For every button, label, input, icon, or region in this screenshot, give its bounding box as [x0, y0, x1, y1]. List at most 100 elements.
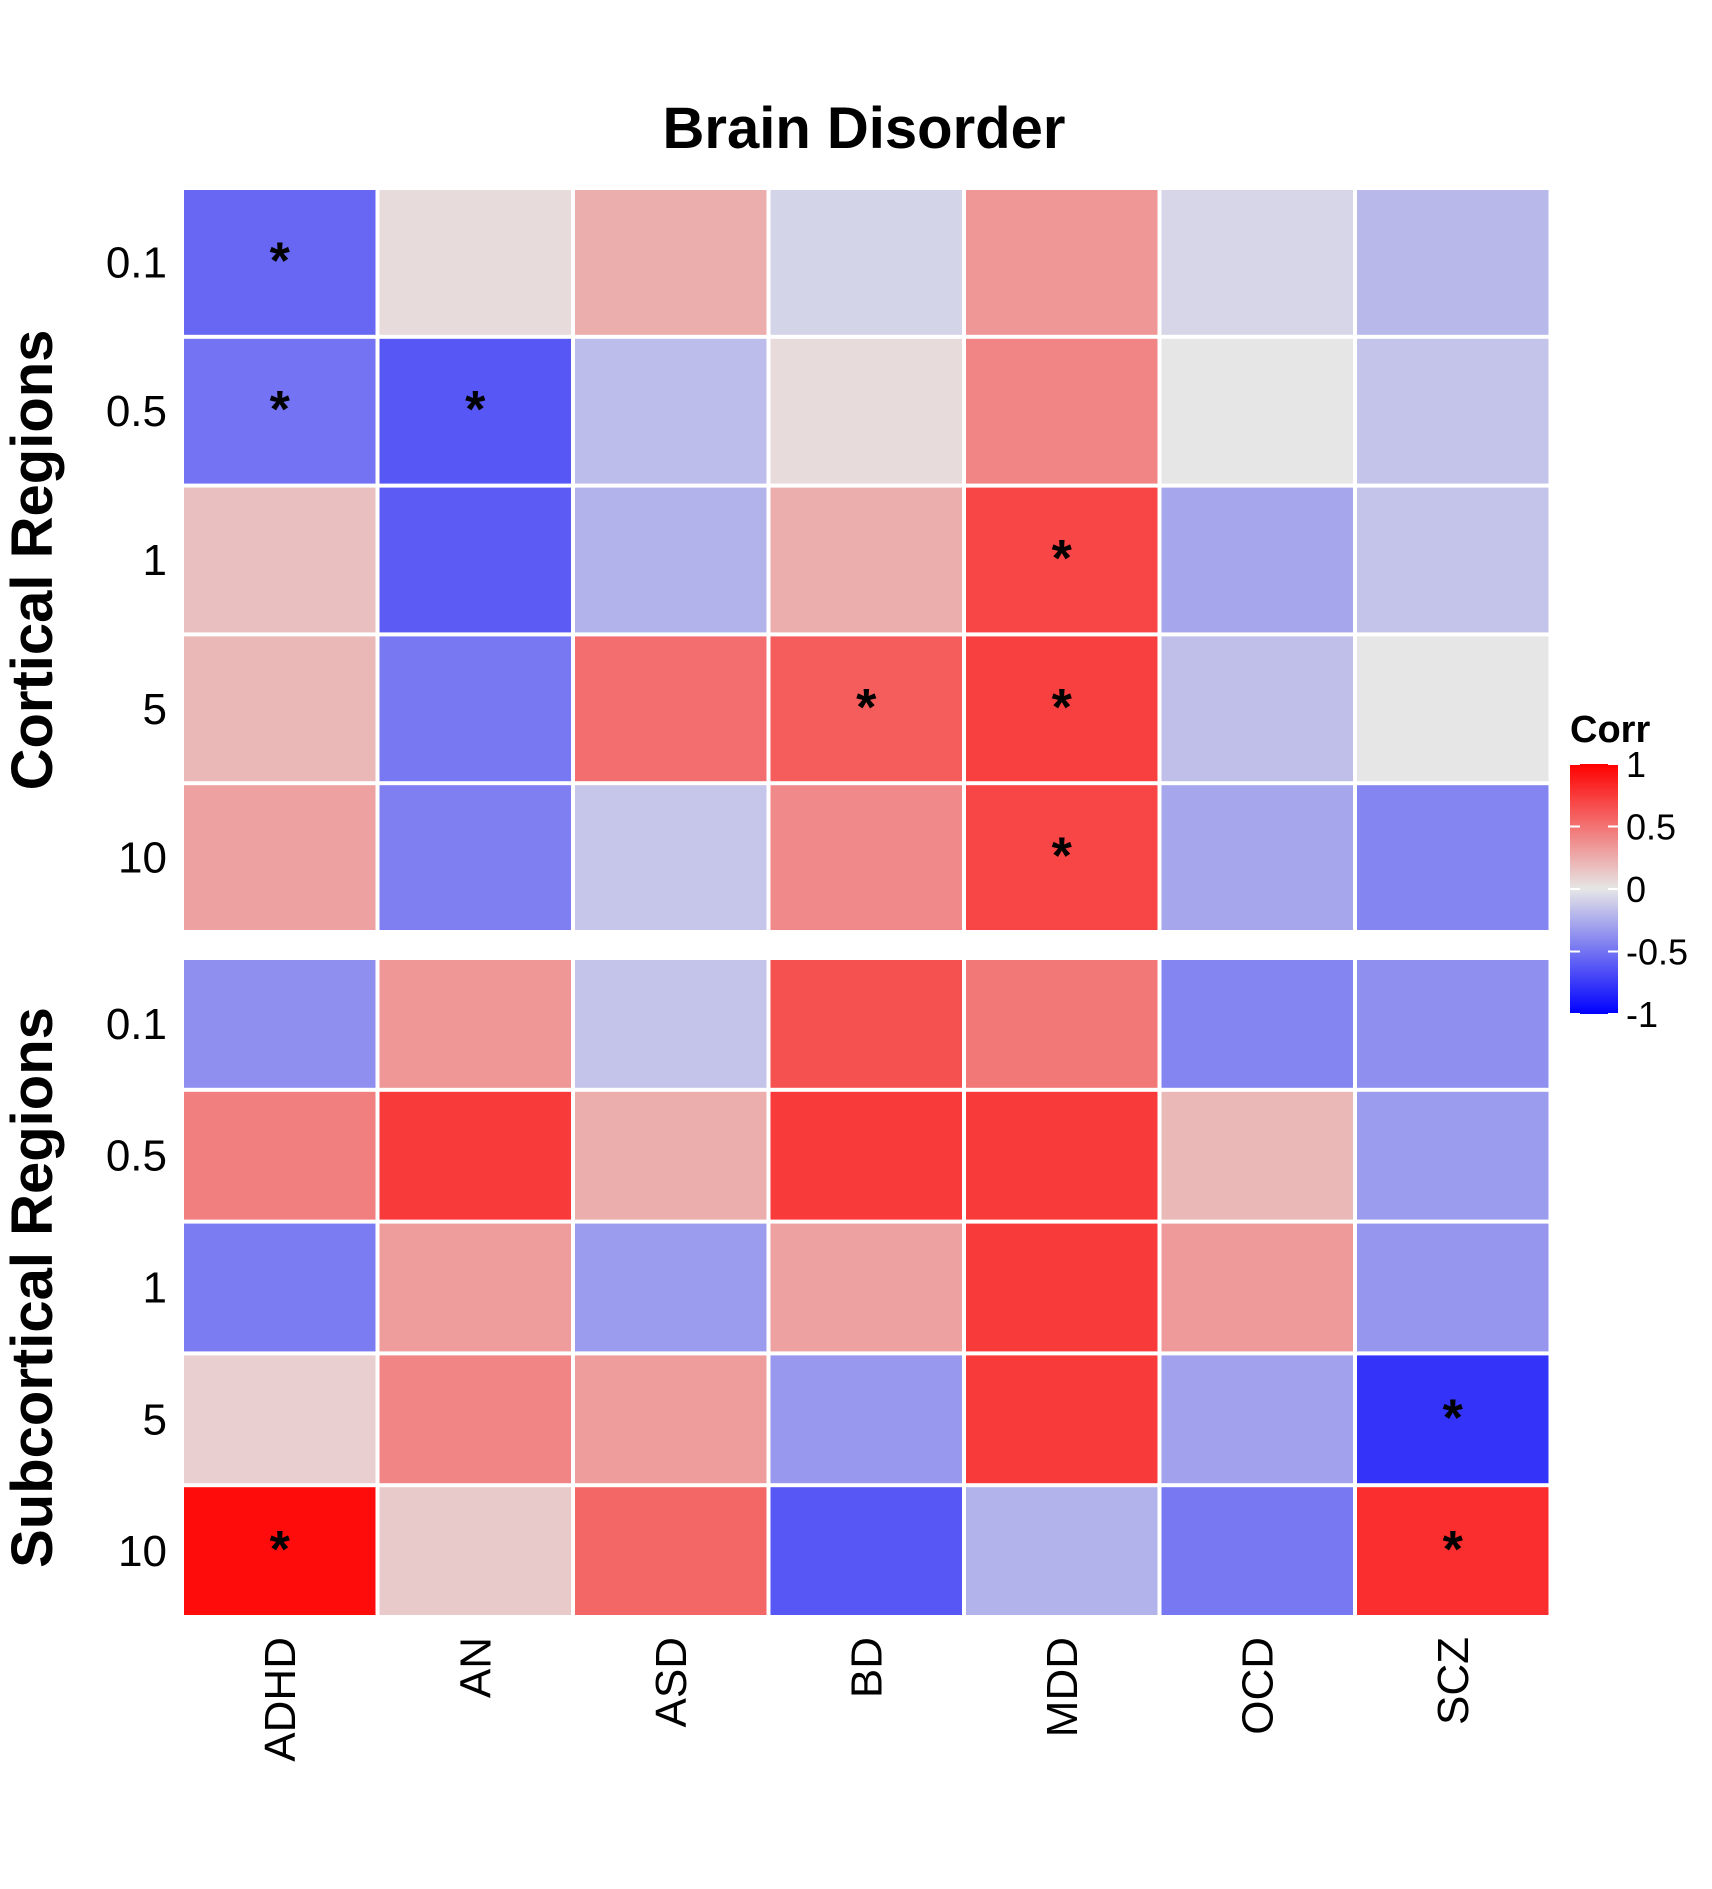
heatmap-cell [1161, 1223, 1353, 1352]
heatmap-cell [184, 960, 376, 1088]
y-axis-tick-label: 5 [143, 1395, 167, 1444]
legend-tick-label: -1 [1626, 994, 1658, 1035]
heatmap-cell [1357, 636, 1549, 782]
legend-tick-label: 0 [1626, 869, 1646, 910]
x-axis-tick-label: MDD [1038, 1637, 1087, 1737]
significance-marker: * [1052, 530, 1073, 588]
x-axis-tick-label: OCD [1233, 1637, 1282, 1735]
heatmap-cell [1161, 487, 1353, 633]
heatmap-cell [770, 636, 962, 782]
y-axis-tick-label: 0.5 [106, 1132, 167, 1181]
legend-tick-label: 1 [1626, 744, 1646, 785]
heatmap-cell [1357, 1487, 1549, 1615]
heatmap-cell [1357, 960, 1549, 1088]
heatmap-cell [1161, 785, 1353, 930]
significance-marker: * [465, 381, 486, 439]
legend-tick-label: -0.5 [1626, 932, 1688, 973]
heatmap-cell [379, 960, 571, 1088]
heatmap-cell [1357, 487, 1549, 633]
heatmap-cell [575, 487, 767, 633]
y-axis-tick-label: 1 [143, 536, 167, 585]
heatmap-cell [184, 1223, 376, 1352]
x-axis-tick-label: SCZ [1429, 1637, 1478, 1725]
heatmap-cell [966, 636, 1158, 782]
x-axis-tick-label: ADHD [256, 1637, 305, 1762]
heatmap-cell [1357, 1091, 1549, 1220]
panel-label: Subcortical Regions [0, 1007, 65, 1568]
heatmap-cell [966, 960, 1158, 1088]
heatmap-cell [575, 1091, 767, 1220]
heatmap-cell [184, 1355, 376, 1484]
panel-subcortical: * * * 0.1 0.5 1 5 10 Subcortical Regions [0, 960, 1549, 1615]
heatmap-cell [966, 1355, 1158, 1484]
heatmap-cell [184, 1487, 376, 1615]
heatmap-cell [1357, 1223, 1549, 1352]
heatmap-cell [184, 785, 376, 930]
heatmap-cell [1161, 1487, 1353, 1615]
y-axis-tick-label: 0.1 [106, 1000, 167, 1049]
chart-title: Brain Disorder [663, 96, 1066, 161]
heatmap-cell [770, 190, 962, 335]
heatmap-cell [770, 1355, 962, 1484]
heatmap-cell [1161, 1355, 1353, 1484]
heatmap-cell [575, 785, 767, 930]
heatmap-cell [966, 1223, 1158, 1352]
significance-marker: * [1443, 1389, 1464, 1447]
heatmap-cell [1161, 960, 1353, 1088]
heatmap-cell [575, 636, 767, 782]
heatmap-cell [575, 960, 767, 1088]
y-axis-tick-label: 10 [118, 834, 167, 883]
heatmap-cell [966, 1487, 1158, 1615]
significance-marker: * [1052, 828, 1073, 886]
heatmap-cell [770, 785, 962, 930]
heatmap-cell [184, 338, 376, 484]
heatmap-cell [379, 1355, 571, 1484]
legend-title: Corr [1570, 709, 1650, 751]
significance-marker: * [1052, 679, 1073, 737]
heatmap-cell [575, 1355, 767, 1484]
heatmap-cell [379, 1487, 571, 1615]
heatmap-cell [770, 338, 962, 484]
heatmap-cell [1161, 636, 1353, 782]
significance-marker: * [270, 1521, 291, 1579]
heatmap-cell [1357, 190, 1549, 335]
heatmap-cell [575, 1487, 767, 1615]
heatmap-cell [1357, 1355, 1549, 1484]
heatmap-cell [966, 487, 1158, 633]
heatmap-panels: * * * * * * * 0.1 0.5 1 5 10 Cortical Regions * * * 0.1 0… [0, 190, 1549, 1615]
heatmap-cell [966, 1091, 1158, 1220]
heatmap-cell [1161, 190, 1353, 335]
y-axis-tick-label: 10 [118, 1527, 167, 1576]
heatmap-cell [379, 636, 571, 782]
heatmap-cell [184, 636, 376, 782]
panel-label: Cortical Regions [0, 330, 65, 791]
significance-marker: * [1443, 1521, 1464, 1579]
heatmap-cell [184, 1091, 376, 1220]
heatmap-cell [1357, 338, 1549, 484]
significance-marker: * [270, 232, 291, 290]
heatmap-cell [379, 487, 571, 633]
heatmap-cell [379, 338, 571, 484]
heatmap-cell [966, 338, 1158, 484]
heatmap-cell [184, 487, 376, 633]
heatmap-cell [770, 1487, 962, 1615]
heatmap-cell [770, 1091, 962, 1220]
x-axis-tick-label: ASD [647, 1637, 696, 1727]
heatmap-cell [379, 785, 571, 930]
panel-cortical: * * * * * * * 0.1 0.5 1 5 10 Cortical Regions [0, 190, 1549, 930]
significance-marker: * [856, 679, 877, 737]
heatmap-cell [966, 785, 1158, 930]
significance-marker: * [270, 381, 291, 439]
y-axis-tick-label: 0.1 [106, 238, 167, 287]
heatmap-cell [575, 338, 767, 484]
y-axis-tick-label: 0.5 [106, 387, 167, 436]
heatmap-cell [575, 190, 767, 335]
heatmap-cell [966, 190, 1158, 335]
heatmap-cell [1357, 785, 1549, 930]
legend-tick-label: 0.5 [1626, 807, 1676, 848]
heatmap-cell [379, 1091, 571, 1220]
x-axis-tick-label: AN [451, 1637, 500, 1698]
y-axis-tick-label: 1 [143, 1264, 167, 1313]
color-legend: Corr 1 0.5 0 -0.5 -1 [1570, 709, 1688, 1035]
